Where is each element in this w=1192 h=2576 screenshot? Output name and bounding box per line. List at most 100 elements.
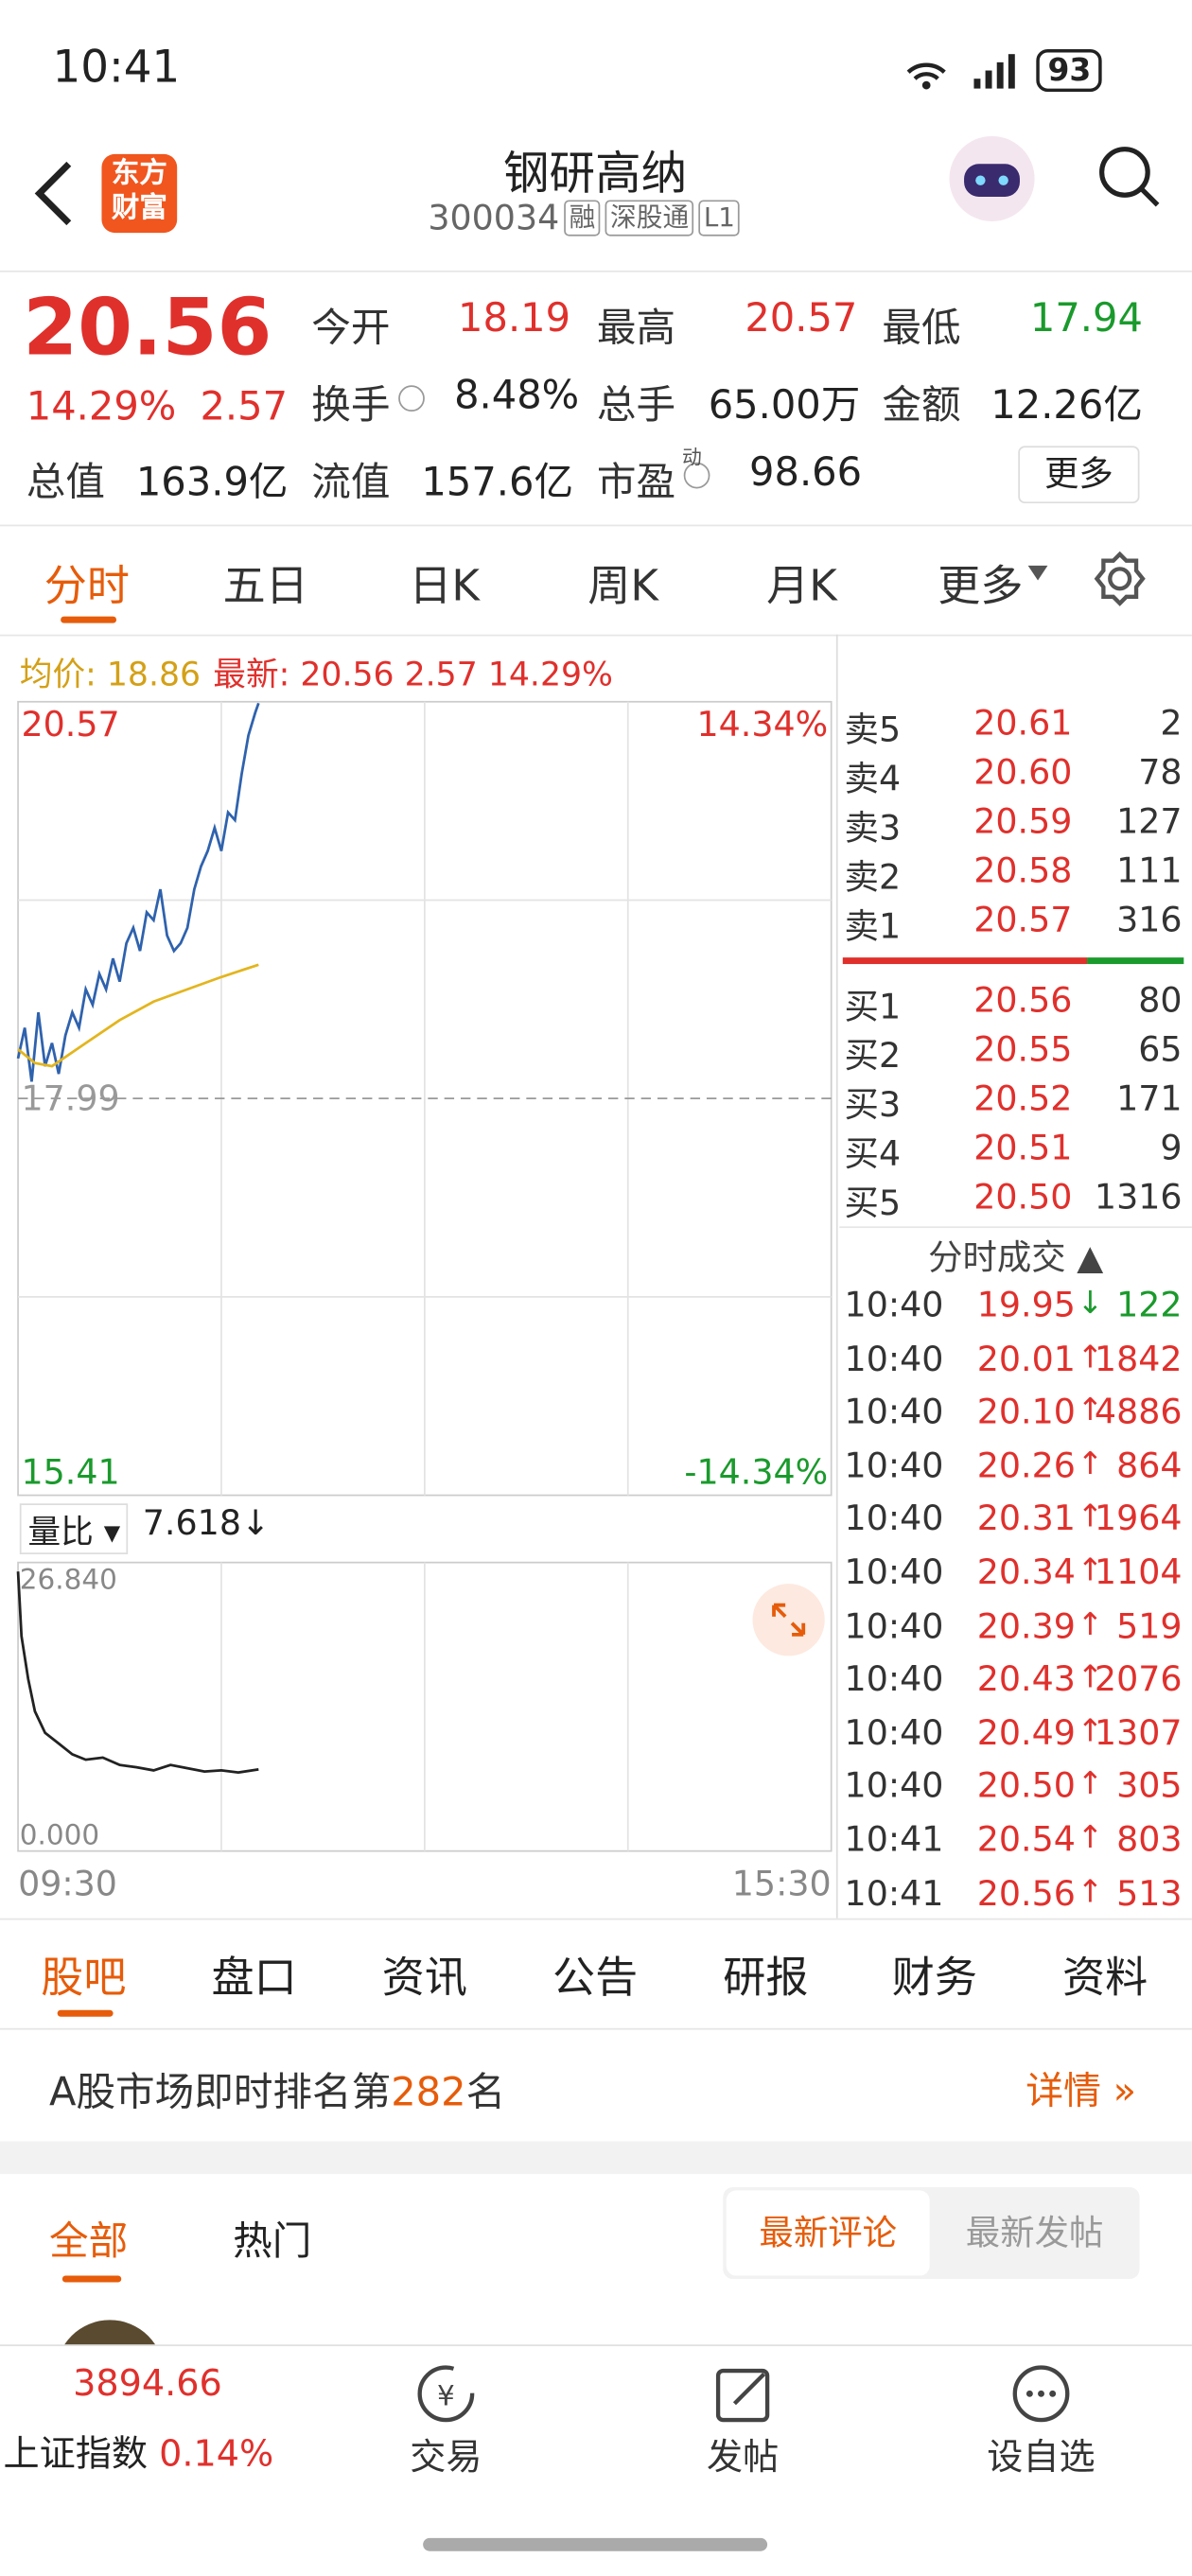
field-label: 流值	[311, 459, 391, 505]
trade-dir: ↑	[1077, 1873, 1104, 1910]
trade-dir: ↑	[1077, 1605, 1104, 1642]
detail-link[interactable]: 详情 »	[1025, 2070, 1137, 2113]
field-label: 市盈	[596, 459, 676, 505]
trades-title[interactable]: 分时成交 ▲	[928, 1237, 1104, 1278]
book-price: 20.57	[973, 900, 1073, 940]
trade-time: 10:40	[844, 1498, 944, 1539]
info-icon	[398, 385, 425, 412]
tag: 融	[564, 200, 601, 237]
trade-volume: 1964	[1094, 1498, 1183, 1539]
divider	[0, 270, 1192, 272]
trade-price: 20.39	[976, 1605, 1076, 1646]
last-price: 20.56	[23, 282, 272, 375]
trade-time: 10:40	[844, 1659, 944, 1699]
search-button[interactable]	[1096, 143, 1165, 212]
expand-button[interactable]	[751, 1582, 827, 1657]
trade-volume: 1842	[1094, 1339, 1183, 1378]
trade-dir: ↑	[1077, 1766, 1104, 1803]
footer-button[interactable]: 设自选	[987, 2438, 1096, 2480]
settings-button[interactable]	[1092, 551, 1148, 606]
value: 7.618	[142, 1503, 241, 1543]
latest-legend: 最新: 20.56 2.57 14.29%	[213, 648, 613, 695]
price-chart: 20.57 17.99 15.41 14.34% -14.34%	[16, 700, 833, 1497]
trade-volume: 305	[1116, 1766, 1183, 1806]
y-tick-label: 26.840	[20, 1563, 117, 1595]
trade-price: 20.43	[976, 1659, 1076, 1699]
info-tab[interactable]: 研报	[723, 1954, 809, 2004]
field-value: 163.9亿	[135, 459, 289, 505]
indicator-select[interactable]: 量比 ▾	[19, 1503, 129, 1554]
info-icon	[683, 462, 710, 489]
y2-tick-label: 14.34%	[697, 704, 829, 745]
book-price: 20.59	[973, 801, 1073, 842]
post-icon	[715, 2368, 770, 2423]
trade-price: 20.50	[976, 1766, 1076, 1806]
index-change: 0.14%	[159, 2434, 274, 2476]
comment-tab[interactable]: 全部	[48, 2217, 129, 2265]
ranking: A股市场即时排名第282名	[49, 2059, 505, 2117]
info-tab[interactable]: 资讯	[381, 1954, 467, 2004]
y2-tick-label: -14.34%	[684, 1451, 828, 1492]
trade-price: 20.01	[976, 1339, 1076, 1378]
book-volume: 78	[1138, 752, 1183, 793]
comment-tab[interactable]: 热门	[233, 2217, 312, 2265]
book-price: 20.56	[973, 980, 1073, 1020]
trade-time: 10:40	[844, 1392, 944, 1432]
trade-volume: 1104	[1094, 1552, 1183, 1592]
trade-dir: ↑	[1077, 1819, 1104, 1856]
tag: 深股通	[605, 200, 694, 237]
trade-dir: ↑	[1077, 1712, 1104, 1749]
sort-tab[interactable]: 最新评论	[726, 2190, 930, 2276]
book-price: 20.51	[973, 1128, 1073, 1167]
rank: 282	[391, 2069, 466, 2115]
info-tab[interactable]: 财务	[891, 1954, 977, 2004]
book-volume: 171	[1116, 1078, 1183, 1118]
chart-tab[interactable]: 五日	[222, 562, 308, 612]
back-button[interactable]	[33, 161, 82, 226]
bid-ratio-bar	[1087, 957, 1184, 965]
chart-tab[interactable]: 更多	[938, 562, 1024, 612]
series-line	[16, 702, 260, 1082]
trade-price: 20.34	[976, 1552, 1076, 1592]
logo[interactable]: 东方 财富	[101, 153, 178, 234]
chart-tab[interactable]: 月K	[766, 562, 837, 612]
book-volume: 80	[1138, 980, 1183, 1020]
trade-price: 20.10	[976, 1392, 1076, 1432]
trade-price: 20.49	[976, 1712, 1076, 1753]
more-button[interactable]: 更多	[1018, 446, 1140, 504]
divider	[0, 634, 1192, 637]
footer-button[interactable]: 交易	[410, 2438, 482, 2480]
footer-button[interactable]: 发帖	[706, 2438, 780, 2480]
series-line	[16, 1571, 259, 1775]
chart-tab[interactable]: 日K	[409, 562, 480, 612]
code-row: 300034 融深股通 L1	[428, 199, 741, 237]
field-value: 12.26亿	[990, 381, 1143, 429]
book-level: 买2	[844, 1036, 902, 1076]
trade-price: 20.56	[976, 1873, 1076, 1913]
field-value: 18.19	[458, 294, 571, 342]
label: 均价:	[19, 654, 96, 694]
trade-time: 10:41	[844, 1819, 944, 1860]
trade-dir: ↑	[1077, 1339, 1104, 1376]
field-label: 最高	[596, 305, 676, 351]
bottom-bar	[0, 2344, 1192, 2576]
info-tab[interactable]: 盘口	[211, 1954, 297, 2004]
trade-dir: ↑	[1077, 1498, 1104, 1535]
logo-text: 财富	[111, 191, 167, 225]
trade-dir: ↑	[1077, 1659, 1104, 1696]
sort-tab[interactable]: 最新发帖	[965, 2213, 1104, 2253]
divider	[835, 634, 838, 1919]
info-tab[interactable]: 资料	[1062, 1954, 1148, 2004]
chart-tab[interactable]: 分时	[44, 562, 130, 612]
info-tab[interactable]: 公告	[552, 1954, 639, 2004]
info-tab[interactable]: 股吧	[41, 1954, 127, 2004]
index-value[interactable]: 3894.66	[73, 2364, 222, 2406]
field-label: 金额	[882, 381, 961, 429]
dropdown-caret	[1027, 565, 1048, 581]
tab-underline	[57, 2009, 114, 2017]
index-row[interactable]: 上证指数 0.14%	[3, 2425, 273, 2477]
assistant-avatar[interactable]	[944, 131, 1040, 227]
trade-time: 10:41	[844, 1873, 944, 1913]
chart-tab[interactable]: 周K	[587, 562, 658, 612]
